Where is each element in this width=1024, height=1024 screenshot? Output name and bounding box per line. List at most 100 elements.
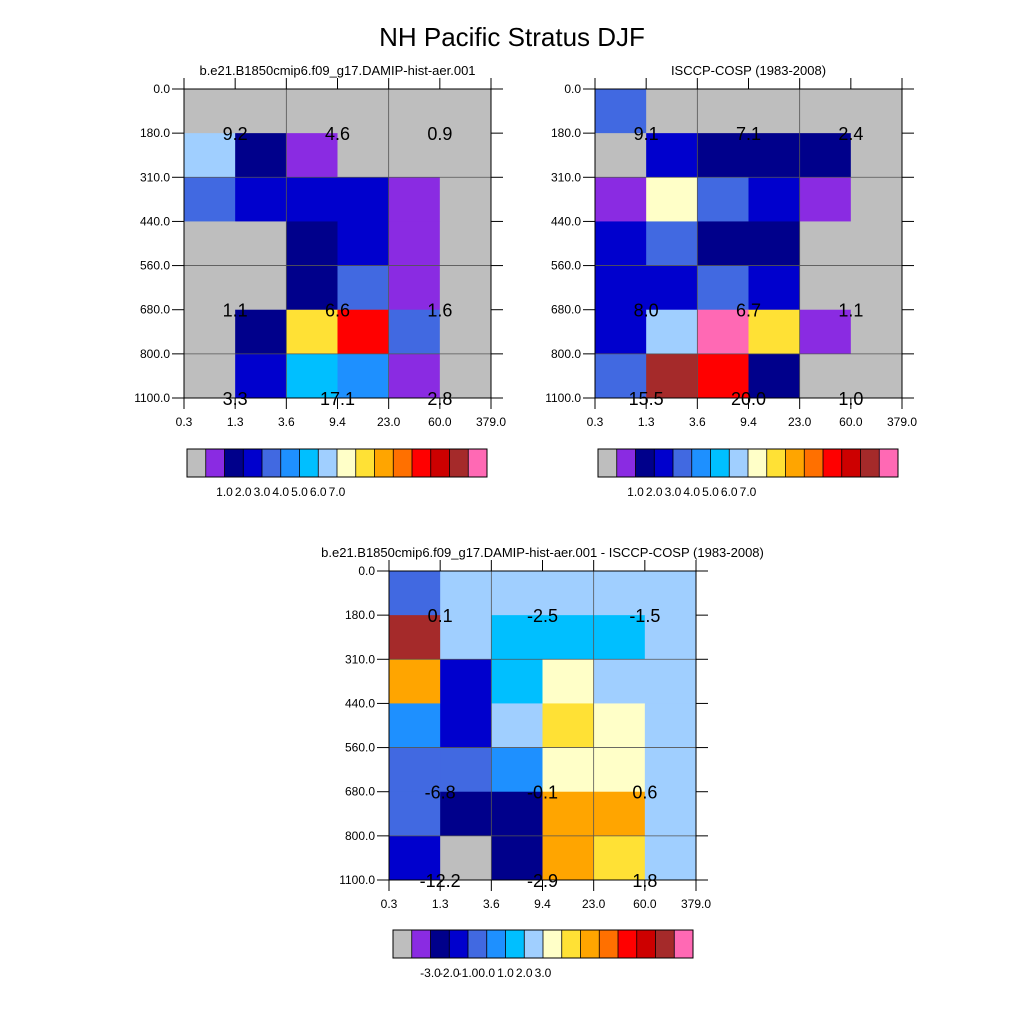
heatmap-cell [439,133,492,178]
heatmap-cell [799,353,852,399]
heatmap-cell [646,265,698,311]
cell-annotation: 17.1 [320,389,355,409]
panel-title: b.e21.B1850cmip6.f09_g17.DAMIP-hist-aer.… [199,63,475,78]
heatmap-cell [286,177,338,222]
panels: b.e21.B1850cmip6.f09_g17.DAMIP-hist-aer.… [134,63,917,980]
heatmap-cell [440,747,492,793]
colorbar-swatch [673,449,693,477]
heatmap-cell [235,221,287,267]
heatmap-cell [491,659,543,704]
heatmap-cell [184,221,236,267]
heatmap-cell [748,177,801,222]
colorbar-label: 1.0 [216,485,233,499]
heatmap-cell [235,309,287,355]
colorbar-label: 5.0 [702,485,719,499]
colorbar-swatch [299,449,319,477]
y-tick-label: 560.0 [140,259,170,273]
colorbar-label: 1.0 [497,966,514,980]
colorbar-swatch [691,449,711,477]
heatmap-cell [595,265,647,311]
x-tick-label: 60.0 [633,897,657,911]
x-tick-label: 60.0 [428,415,452,429]
heatmap-cell [799,133,852,178]
heatmap-cell [697,353,749,399]
heatmap-cell [850,221,903,267]
colorbar-swatch [729,449,749,477]
colorbar-label: -1.0 [458,966,479,980]
cell-annotation: 20.0 [731,389,766,409]
x-tick-label: 23.0 [377,415,401,429]
x-tick-label: 0.3 [587,415,604,429]
heatmap-cell [646,89,698,134]
heatmap-cell [697,89,749,134]
heatmap-cell [542,835,595,881]
heatmap-cell [697,265,749,311]
colorbar-swatch [280,449,300,477]
cell-annotation: 9.2 [223,124,248,144]
x-tick-label: 3.6 [483,897,500,911]
heatmap-cell [337,309,390,355]
heatmap-cell [439,353,492,399]
panel-title: ISCCP-COSP (1983-2008) [671,63,826,78]
heatmap-cell [491,615,543,660]
heatmap-cell [184,353,236,399]
heatmap-cell [440,571,492,616]
heatmap-cell [748,353,801,399]
y-tick-label: 800.0 [345,829,375,843]
heatmap-cell [593,659,646,704]
heatmap-cell [593,615,646,660]
x-tick-label: 9.4 [740,415,757,429]
y-tick-label: 680.0 [140,303,170,317]
heatmap-cell [337,265,390,311]
colorbar-swatch [804,449,824,477]
cell-annotation: 2.8 [427,389,452,409]
heatmap-cell [799,265,852,311]
heatmap-cell [542,571,595,616]
heatmap-cell [593,747,646,793]
heatmap-cell [595,221,647,267]
colorbar-swatch [580,930,600,958]
heatmap-cell [799,309,852,355]
heatmap-cell [542,747,595,793]
heatmap-cell [644,791,697,837]
colorbar-swatch [766,449,786,477]
y-tick-label: 310.0 [140,170,170,184]
heatmap-cell [184,133,236,178]
y-tick-label: 440.0 [140,214,170,228]
heatmap-cell [595,89,647,134]
y-tick-label: 310.0 [345,652,375,666]
heatmap-cell [440,703,492,749]
colorbar-swatch [616,449,636,477]
heatmap-cell [542,659,595,704]
heatmap-cell [593,703,646,749]
heatmap-cell [439,89,492,134]
heatmap-cell [235,89,287,134]
colorbar-swatch [636,930,656,958]
heatmap-cell [748,89,801,134]
colorbar-swatch [543,930,563,958]
colorbar-label: 3.0 [535,966,552,980]
cell-annotation: 1.1 [223,301,248,321]
heatmap-cell [389,835,441,881]
heatmap-cell [440,659,492,704]
heatmap-cell [388,265,441,311]
heatmap-cell [850,177,903,222]
heatmap-cell [593,791,646,837]
heatmap-cell [388,353,441,399]
x-tick-label: 3.6 [689,415,706,429]
heatmap-cell [388,133,441,178]
x-tick-label: 60.0 [839,415,863,429]
colorbar: 1.0 2.0 3.0 4.0 5.0 6.0 7.0 [186,448,488,499]
heatmap-cell [850,309,903,355]
heatmap-cell [595,133,647,178]
colorbar-label: 6.0 [310,485,327,499]
heatmap-cell [184,265,236,311]
colorbar-swatch [411,930,431,958]
y-tick-label: 180.0 [345,608,375,622]
heatmap-cell [389,791,441,837]
heatmap-cell [595,309,647,355]
y-tick-label: 0.0 [153,82,170,96]
x-tick-label: 0.3 [176,415,193,429]
colorbar-swatch [505,930,525,958]
